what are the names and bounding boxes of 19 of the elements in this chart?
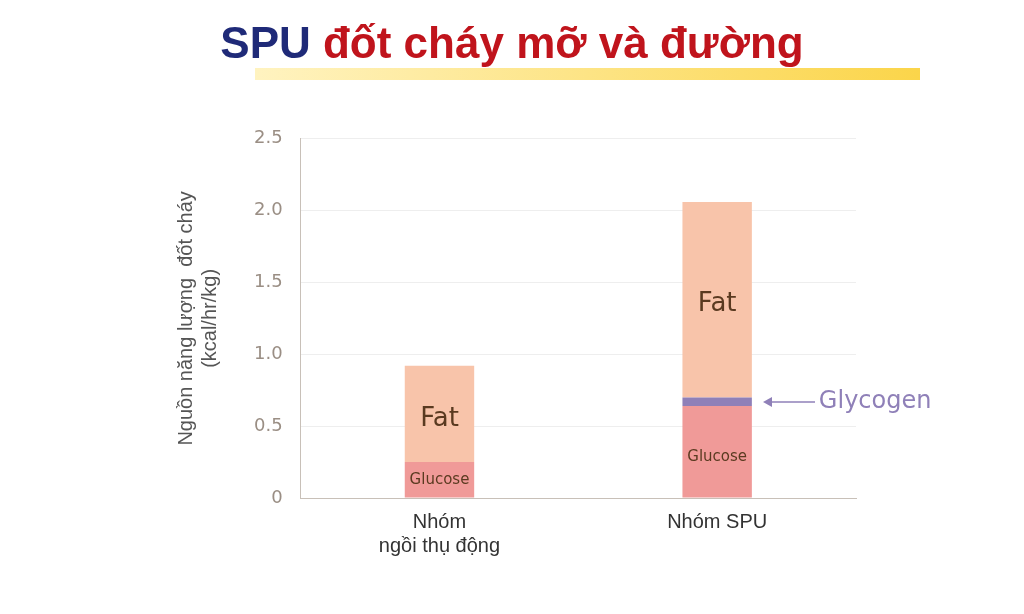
chart-title: SPU đốt cháy mỡ và đường (219, 18, 805, 68)
series-label: Glucose (687, 446, 748, 465)
bar (682, 406, 752, 498)
bar (682, 397, 752, 407)
x-tick-label: Nhóm ngồi thụ động (378, 509, 501, 556)
y-tick-label: 0 (271, 485, 283, 507)
y-tick-label: 2.5 (253, 126, 283, 148)
annotation: Glycogen (818, 385, 932, 414)
y-tick-label: 0.5 (253, 413, 283, 435)
y-tick-label: 1.0 (253, 341, 283, 363)
x-tick-label: Nhóm SPU (667, 509, 768, 532)
bar (682, 202, 752, 398)
bar (404, 365, 475, 463)
text: Glucose (409, 469, 470, 488)
y-tick-label: 2.0 (253, 198, 283, 220)
text: Fat (420, 401, 459, 432)
y-axis-title: Nguồn năng lượng đốt cháy (kcal/hr/kg) (173, 191, 220, 446)
series-label: Fat (697, 287, 737, 318)
y-tick-label: 1.5 (253, 270, 283, 292)
